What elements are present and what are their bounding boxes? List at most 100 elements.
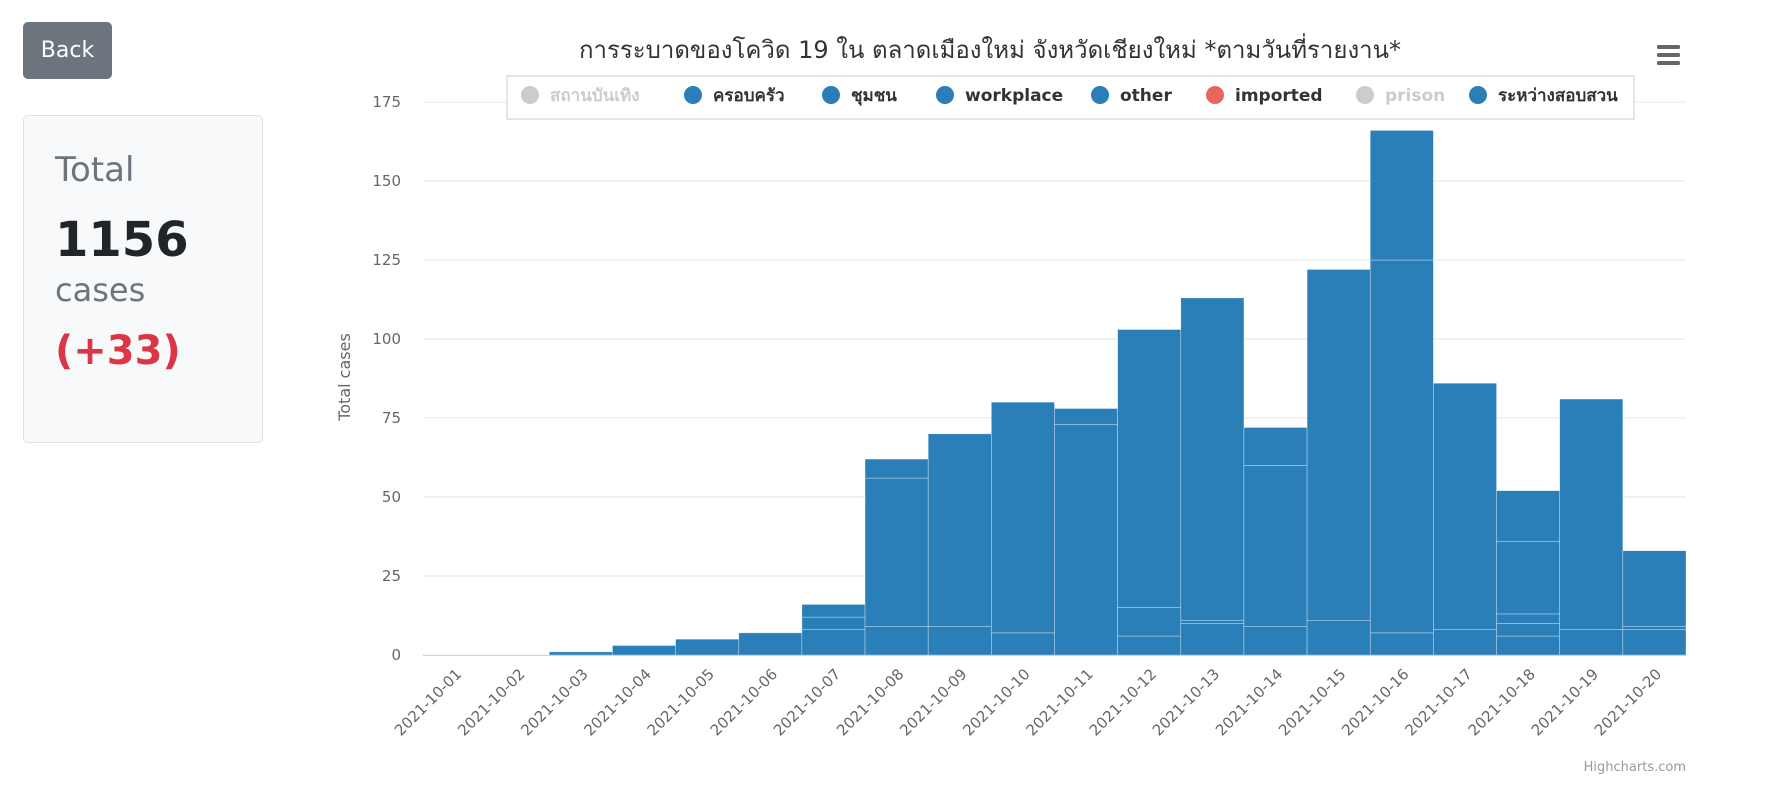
x-tick-label: 2021-10-15 <box>1275 665 1349 739</box>
bar-2021-10-07[interactable] <box>801 616 866 631</box>
total-card: Total 1156 cases (+33) <box>23 115 263 443</box>
legend-label: other <box>1120 86 1172 106</box>
legend-item[interactable]: workplace <box>936 86 1063 106</box>
y-tick-label: 125 <box>372 251 401 269</box>
legend-marker-icon <box>1469 86 1487 104</box>
bar-2021-10-20[interactable] <box>1622 629 1687 656</box>
x-tick-label: 2021-10-10 <box>959 665 1033 739</box>
x-tick-label: 2021-10-18 <box>1465 665 1539 739</box>
bar-2021-10-08[interactable] <box>864 477 929 627</box>
bar-2021-10-10[interactable] <box>991 401 1055 634</box>
x-tick-label: 2021-10-06 <box>707 665 781 739</box>
bar-2021-10-17[interactable] <box>1433 382 1497 631</box>
total-delta: (+33) <box>55 328 181 374</box>
x-tick-label: 2021-10-12 <box>1086 665 1160 739</box>
menu-icon <box>1657 45 1680 49</box>
bar-2021-10-10[interactable] <box>991 632 1055 656</box>
bar-2021-10-16[interactable] <box>1369 259 1434 634</box>
bar-2021-10-14[interactable] <box>1243 427 1308 466</box>
legend-item[interactable]: สถานบันเทิง <box>521 86 640 106</box>
total-count: 1156 <box>55 212 189 268</box>
x-tick-label: 2021-10-02 <box>454 665 528 739</box>
bar-2021-10-19[interactable] <box>1559 398 1624 631</box>
bar-2021-10-13[interactable] <box>1180 297 1245 621</box>
legend-label: ครอบครัว <box>713 86 785 106</box>
bar-2021-10-18[interactable] <box>1496 490 1561 542</box>
legend-label: สถานบันเทิง <box>550 86 640 106</box>
legend-box <box>506 75 1635 120</box>
legend-label: ชุมชน <box>851 86 897 106</box>
y-tick-label: 25 <box>382 567 401 585</box>
x-tick-label: 2021-10-13 <box>1149 665 1223 739</box>
x-tick-label: 2021-10-14 <box>1212 665 1286 739</box>
legend-marker-icon <box>1091 86 1109 104</box>
bar-2021-10-17[interactable] <box>1433 629 1497 656</box>
chart-title: การระบาดของโควิด 19 ใน ตลาดเมืองใหม่ จัง… <box>579 33 1401 64</box>
x-tick-label: 2021-10-16 <box>1338 665 1412 739</box>
bar-2021-10-16[interactable] <box>1369 632 1434 656</box>
y-tick-label: 175 <box>372 93 401 111</box>
bar-2021-10-12[interactable] <box>1117 635 1182 656</box>
bar-2021-10-07[interactable] <box>801 604 866 618</box>
y-tick-label: 50 <box>382 488 401 506</box>
x-tick-label: 2021-10-05 <box>644 665 718 739</box>
bar-2021-10-14[interactable] <box>1243 626 1308 656</box>
legend-item[interactable]: ชุมชน <box>822 86 897 106</box>
legend-marker-icon <box>822 86 840 104</box>
legend-marker-icon <box>936 86 954 104</box>
bar-2021-10-11[interactable] <box>1054 424 1118 656</box>
legend-label: ระหว่างสอบสวน <box>1498 86 1618 106</box>
bar-2021-10-07[interactable] <box>801 629 866 656</box>
bar-2021-10-09[interactable] <box>927 626 992 656</box>
bar-2021-10-18[interactable] <box>1496 635 1561 656</box>
x-tick-label: 2021-10-09 <box>896 665 970 739</box>
bar-2021-10-18[interactable] <box>1496 540 1561 615</box>
legend-label: prison <box>1385 86 1445 106</box>
x-tick-label: 2021-10-08 <box>833 665 907 739</box>
legend-label: workplace <box>965 86 1063 106</box>
bar-2021-10-14[interactable] <box>1243 465 1308 627</box>
bar-2021-10-08[interactable] <box>864 626 929 656</box>
chart-menu-button[interactable] <box>1652 38 1684 70</box>
bar-2021-10-15[interactable] <box>1306 619 1371 656</box>
y-tick-label: 150 <box>372 172 401 190</box>
bar-2021-10-18[interactable] <box>1496 623 1561 637</box>
bar-2021-10-13[interactable] <box>1180 619 1245 624</box>
back-button[interactable]: Back <box>23 22 112 79</box>
legend-marker-icon <box>1206 86 1224 104</box>
bar-2021-10-12[interactable] <box>1117 607 1182 637</box>
bar-2021-10-11[interactable] <box>1054 408 1118 425</box>
y-tick-label: 0 <box>391 646 401 664</box>
bar-2021-10-15[interactable] <box>1306 269 1371 621</box>
x-tick-label: 2021-10-19 <box>1528 665 1602 739</box>
total-unit: cases <box>55 271 146 309</box>
bar-2021-10-18[interactable] <box>1496 613 1561 624</box>
credits-link[interactable]: Highcharts.com <box>1584 760 1686 775</box>
legend-item[interactable]: ครอบครัว <box>684 86 785 106</box>
bar-2021-10-08[interactable] <box>864 458 929 479</box>
legend-label: imported <box>1235 86 1323 106</box>
y-tick-label: 100 <box>372 330 401 348</box>
bar-2021-10-04[interactable] <box>612 645 676 656</box>
bar-2021-10-20[interactable] <box>1622 626 1687 631</box>
bar-2021-10-20[interactable] <box>1622 550 1687 627</box>
bar-2021-10-13[interactable] <box>1180 623 1245 656</box>
legend-marker-icon <box>521 86 539 104</box>
legend-item[interactable]: ระหว่างสอบสวน <box>1469 86 1618 106</box>
bar-2021-10-05[interactable] <box>675 638 740 656</box>
bar-2021-10-03[interactable] <box>548 651 613 656</box>
bar-2021-10-19[interactable] <box>1559 629 1624 656</box>
legend-item[interactable]: imported <box>1206 86 1323 106</box>
x-tick-label: 2021-10-01 <box>391 665 465 739</box>
x-tick-label: 2021-10-20 <box>1591 665 1665 739</box>
bar-2021-10-12[interactable] <box>1117 329 1182 608</box>
y-axis-label: Total cases <box>335 333 354 422</box>
bar-2021-10-16[interactable] <box>1369 130 1434 261</box>
legend-item[interactable]: prison <box>1356 86 1445 106</box>
legend-item[interactable]: other <box>1091 86 1172 106</box>
x-tick-label: 2021-10-11 <box>1023 665 1097 739</box>
bar-2021-10-09[interactable] <box>927 433 992 627</box>
bar-2021-10-06[interactable] <box>738 632 803 656</box>
legend-marker-icon <box>1356 86 1374 104</box>
